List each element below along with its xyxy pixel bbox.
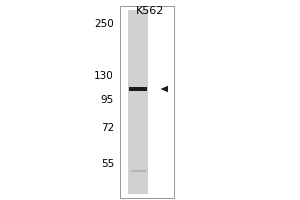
Text: 72: 72: [101, 123, 114, 133]
Text: 130: 130: [94, 71, 114, 81]
Polygon shape: [160, 86, 168, 92]
Bar: [129, 87, 147, 91]
Text: 55: 55: [101, 159, 114, 169]
Text: 95: 95: [101, 95, 114, 105]
Text: 250: 250: [94, 19, 114, 29]
Bar: [128, 10, 148, 194]
Bar: [130, 170, 146, 172]
Bar: [120, 6, 174, 198]
Text: K562: K562: [136, 6, 164, 16]
